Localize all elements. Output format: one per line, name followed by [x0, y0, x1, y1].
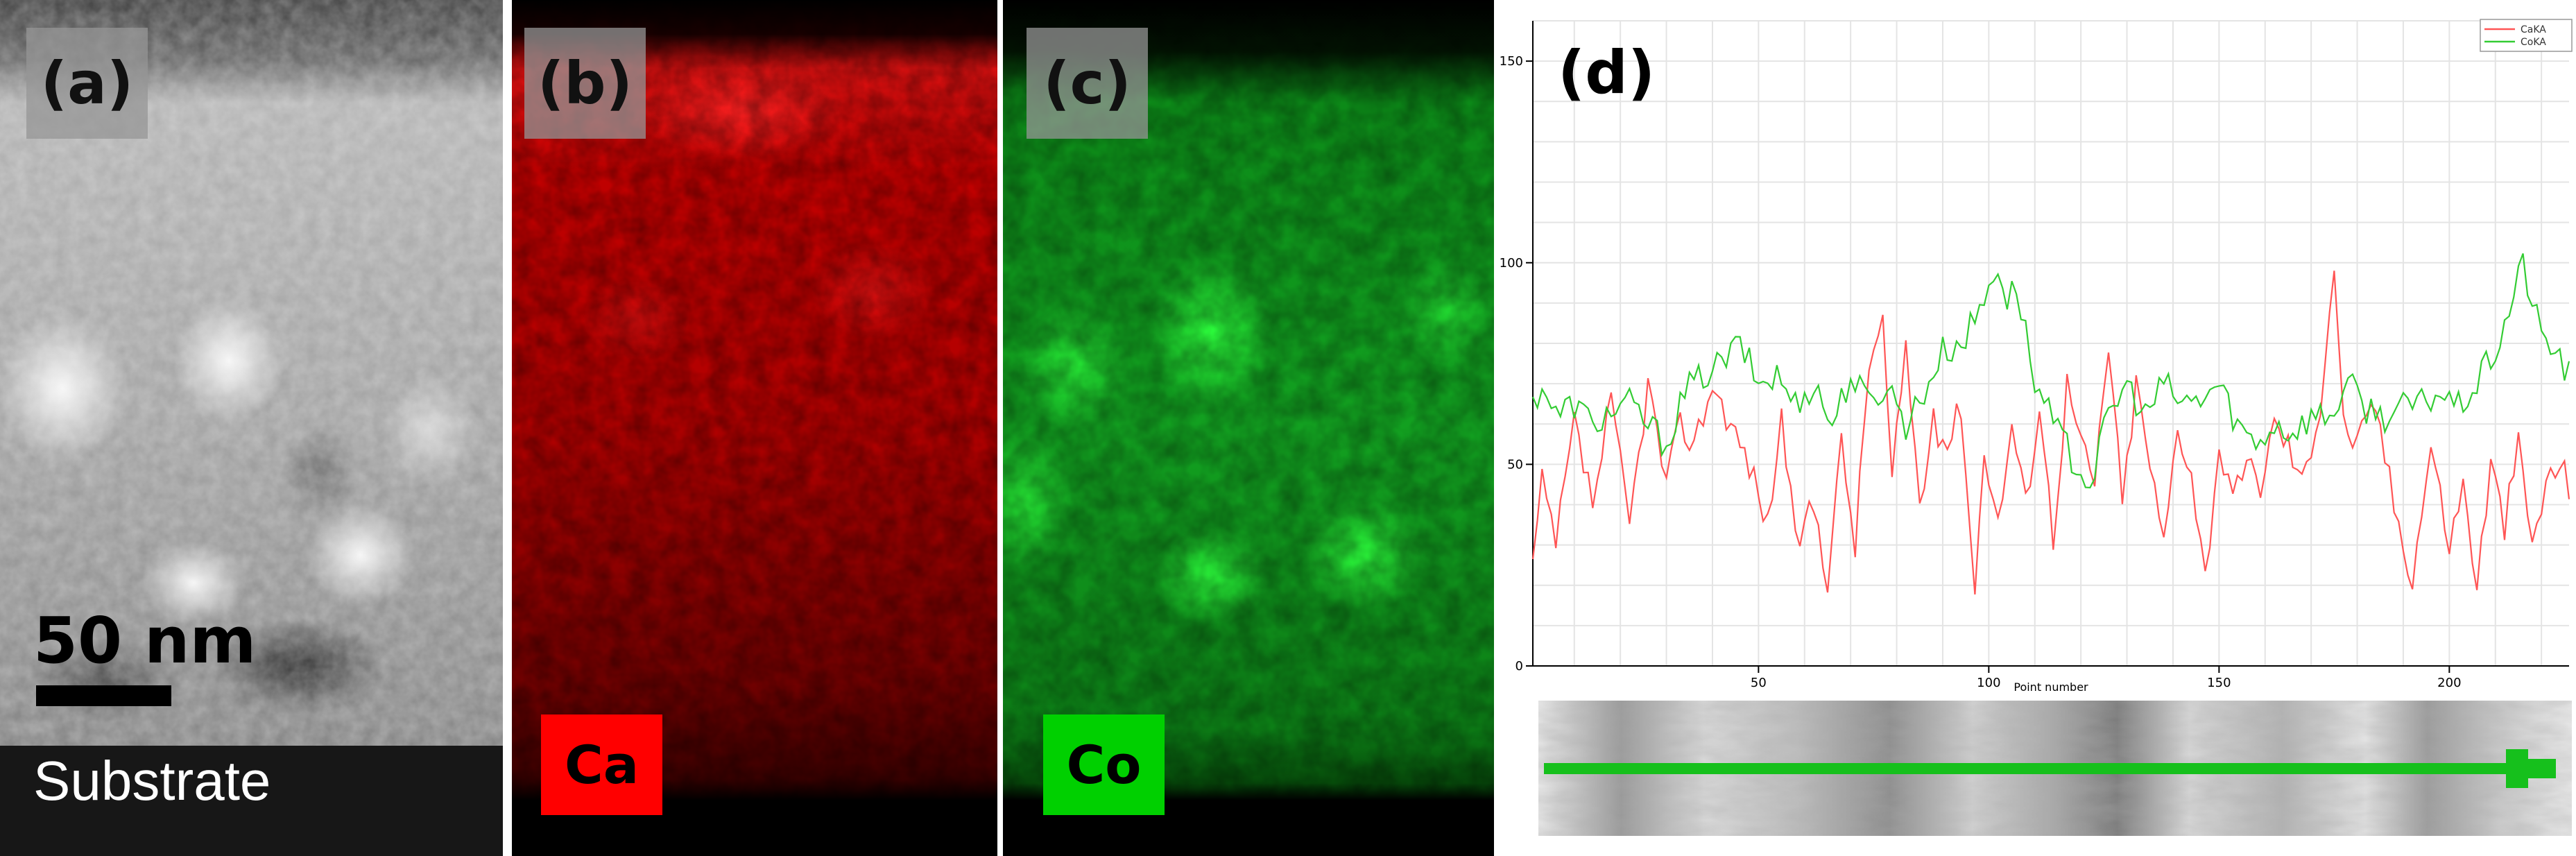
y-tick-label: 50	[1507, 457, 1523, 472]
substrate-label: Substrate	[33, 750, 271, 812]
x-axis-label: Point number	[2013, 680, 2088, 694]
panel-a-haadf-image: (a) 50 nm Substrate	[0, 0, 503, 856]
ca-element-badge: Ca	[541, 714, 662, 815]
line-scan-strip	[1538, 701, 2572, 836]
y-tick-label: 0	[1515, 659, 1523, 674]
panel-b-label: (b)	[538, 49, 633, 117]
y-tick-label: 100	[1500, 256, 1523, 271]
panel-c-label: (c)	[1043, 49, 1131, 117]
panel-a-label-box: (a)	[26, 28, 148, 139]
legend-box	[2480, 19, 2573, 52]
co-map-texture	[1003, 0, 1494, 856]
scale-bar-label: 50 nm	[33, 604, 257, 678]
chart-series	[1531, 253, 2570, 594]
scale-bar	[36, 685, 171, 706]
line-scan-strip-image	[1538, 701, 2572, 836]
series-line-coka	[1531, 253, 2570, 489]
co-element-badge: Co	[1043, 714, 1165, 815]
x-tick-label: 200	[2437, 676, 2461, 690]
x-tick-label: 100	[1977, 676, 2000, 690]
ca-map-texture	[512, 0, 997, 856]
x-tick-label: 150	[2207, 676, 2231, 690]
haadf-image-texture	[0, 0, 503, 856]
panel-c-co-map: (c) Co	[1003, 0, 1494, 856]
x-tick-label: 50	[1751, 676, 1767, 690]
chart-ticks: 0 50 100 150 50 100 150 200	[1500, 54, 2462, 690]
line-scan-chart: 0 50 100 150 50 100 150 200 CaKA CoKA Point numb…	[1500, 19, 2573, 694]
legend-label: CoKA	[2521, 37, 2546, 48]
legend-label: CaKA	[2521, 24, 2546, 35]
panel-c-label-box: (c)	[1027, 28, 1148, 139]
panel-b-label-box: (b)	[524, 28, 646, 139]
chart-grid	[1533, 20, 2569, 667]
series-line-caka	[1531, 271, 2570, 594]
panel-d-label: (d)	[1558, 38, 1656, 108]
panel-b-ca-map: (b) Ca	[512, 0, 997, 856]
panel-a-label: (a)	[40, 49, 134, 117]
chart-legend: CaKA CoKA	[2480, 19, 2573, 52]
scan-arrow-head	[2506, 749, 2528, 788]
panel-d-line-scan: 0 50 100 150 50 100 150 200 CaKA CoKA Point numb…	[1497, 0, 2576, 856]
y-tick-label: 150	[1500, 54, 1523, 69]
